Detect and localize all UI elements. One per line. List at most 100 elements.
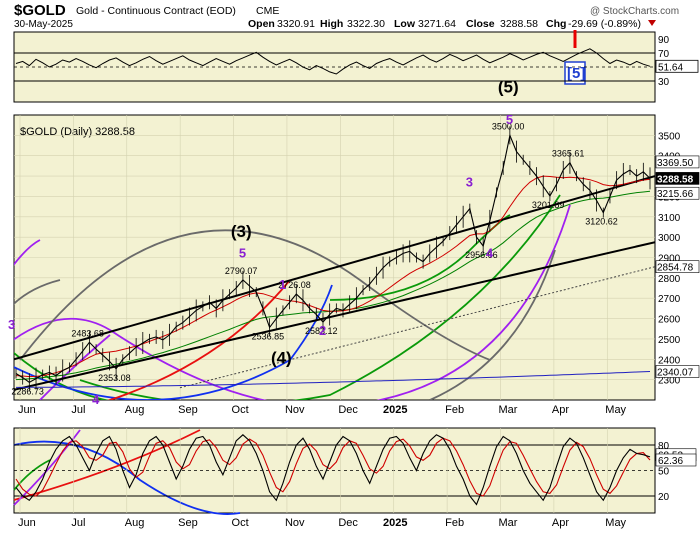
wave-label-minor: 4 bbox=[486, 246, 494, 261]
price-annotation: 2286.73 bbox=[11, 386, 44, 396]
price-x-tick-label: Apr bbox=[552, 404, 569, 416]
price-x-tick-label: Sep bbox=[178, 404, 198, 416]
cycle-arc bbox=[14, 239, 41, 266]
stochastic-layer: 20508068.5362.36 bbox=[13, 428, 697, 515]
price-line bbox=[15, 133, 651, 383]
wave-label-minor: 1 bbox=[279, 277, 286, 292]
price-tick-label: 2600 bbox=[658, 315, 681, 326]
cycle-arc bbox=[14, 351, 110, 400]
stoch-tick-label: 50 bbox=[658, 467, 670, 478]
high-label: High bbox=[320, 18, 343, 30]
open-label: Open bbox=[248, 18, 275, 30]
price-annotation: 3120.62 bbox=[585, 217, 618, 227]
stoch-tick-label: 80 bbox=[658, 441, 670, 452]
close-label: Close bbox=[466, 18, 495, 30]
price-tick-label: 2900 bbox=[658, 254, 681, 265]
price-annotation: 2583.12 bbox=[305, 326, 338, 336]
price-clipped bbox=[14, 115, 655, 400]
cycle-arc bbox=[14, 279, 61, 305]
wave-label-major: (4) bbox=[271, 348, 292, 367]
rsi-line bbox=[15, 48, 651, 75]
stoch-x-tick-label: May bbox=[605, 517, 626, 529]
price-tick-label: 3100 bbox=[658, 213, 681, 224]
price-tick-label: 3500 bbox=[658, 131, 681, 142]
stoch-d-line bbox=[15, 437, 651, 497]
price-x-tick-label: Nov bbox=[285, 404, 305, 416]
price-annotation: 2353.08 bbox=[98, 373, 131, 383]
rsi-tick-label: 70 bbox=[658, 49, 670, 60]
watermark: @ StockCharts.com bbox=[590, 6, 679, 17]
lower-trendline bbox=[14, 241, 655, 391]
wave-label-major: (5) bbox=[498, 78, 519, 97]
stoch-cycle-arc bbox=[13, 440, 241, 515]
price-right-label: 2854.78 bbox=[657, 263, 694, 274]
price-x-tick-label: Jun bbox=[18, 404, 36, 416]
low-value: 3271.64 bbox=[418, 18, 456, 30]
stoch-k-line bbox=[15, 434, 651, 506]
dotted-trendline bbox=[179, 266, 655, 389]
price-tick-label: 2800 bbox=[658, 274, 681, 285]
stoch-x-tick-label: Feb bbox=[445, 517, 464, 529]
rsi-layer: 3050709051.64 bbox=[14, 35, 699, 88]
price-annotation: 2790.07 bbox=[225, 266, 258, 276]
date-label: 30-May-2025 bbox=[14, 19, 73, 30]
stoch-x-tick-label: Aug bbox=[125, 517, 145, 529]
price-x-tick-label: Mar bbox=[499, 404, 518, 416]
high-value: 3322.30 bbox=[347, 18, 385, 30]
price-right-label: 3215.66 bbox=[657, 189, 694, 200]
stoch-x-tick-label: Apr bbox=[552, 517, 569, 529]
down-arrow-icon bbox=[648, 20, 656, 26]
price-right-box bbox=[655, 365, 700, 378]
price-x-tick-label: Oct bbox=[232, 404, 249, 416]
price-right-label: 3288.58 bbox=[657, 174, 694, 185]
rsi-tick-label: 30 bbox=[658, 77, 670, 88]
wave-label-minor: 5 bbox=[506, 112, 513, 127]
price-tick-label: 2400 bbox=[658, 355, 681, 366]
stoch-x-tick-label: Jul bbox=[71, 517, 85, 529]
open-value: 3320.91 bbox=[277, 18, 315, 30]
price-annotation: 3201.89 bbox=[532, 200, 565, 210]
exchange-label: CME bbox=[256, 5, 279, 17]
long-ma-line bbox=[16, 371, 651, 388]
contract-name: Gold - Continuous Contract (EOD) bbox=[76, 5, 236, 17]
price-x-tick-label: Feb bbox=[445, 404, 464, 416]
cycle-arc bbox=[19, 229, 491, 361]
price-annotation: 2536.85 bbox=[252, 331, 285, 341]
wave-label-minor: 4 bbox=[92, 392, 100, 407]
cycle-arc bbox=[14, 204, 571, 400]
price-layer: Jun Jun Jul Jul Aug Aug Sep Sep Oct Oct Nov Nov Dec D… bbox=[8, 78, 700, 529]
cycle-arc bbox=[106, 279, 291, 400]
price-annotation: 2483.68 bbox=[71, 328, 104, 338]
close-value: 3288.58 bbox=[500, 18, 538, 30]
rsi-tick-label: 90 bbox=[658, 35, 670, 46]
price-right-box bbox=[655, 172, 700, 185]
stoch-tick-label: 20 bbox=[658, 492, 670, 503]
chg-value: -29.69 (-0.89%) bbox=[568, 18, 641, 30]
price-tick-label: 2300 bbox=[658, 376, 681, 387]
chg-label: Chg bbox=[546, 18, 566, 30]
stoch-last-value: 62.36 bbox=[658, 456, 683, 467]
stoch-x-tick-label: Mar bbox=[499, 517, 518, 529]
stoch-x-tick-label: Sep bbox=[178, 517, 198, 529]
price-tick-label: 3000 bbox=[658, 233, 681, 244]
symbol-label: $GOLD bbox=[14, 2, 66, 19]
price-annotation: 3365.61 bbox=[552, 149, 585, 159]
wave-label-minor: 3 bbox=[8, 317, 15, 332]
low-label: Low bbox=[394, 18, 416, 30]
price-x-tick-label: Aug bbox=[125, 404, 145, 416]
wave-label-minor: 2 bbox=[319, 323, 326, 338]
price-annotation: 2726.08 bbox=[278, 280, 311, 290]
price-tick-label: 2500 bbox=[658, 335, 681, 346]
stoch-x-tick-label: Dec bbox=[338, 517, 358, 529]
price-title: $GOLD (Daily) 3288.58 bbox=[20, 126, 135, 138]
price-x-tick-label: May bbox=[605, 404, 626, 416]
price-right-box bbox=[655, 155, 700, 169]
stoch-x-tick-label: Oct bbox=[232, 517, 249, 529]
price-annotation: 2956.66 bbox=[465, 250, 498, 260]
wave-box bbox=[564, 61, 586, 85]
price-tick-label: 2700 bbox=[658, 294, 681, 305]
price-right-label: 3369.50 bbox=[657, 158, 694, 169]
stoch-last-box bbox=[655, 453, 697, 467]
